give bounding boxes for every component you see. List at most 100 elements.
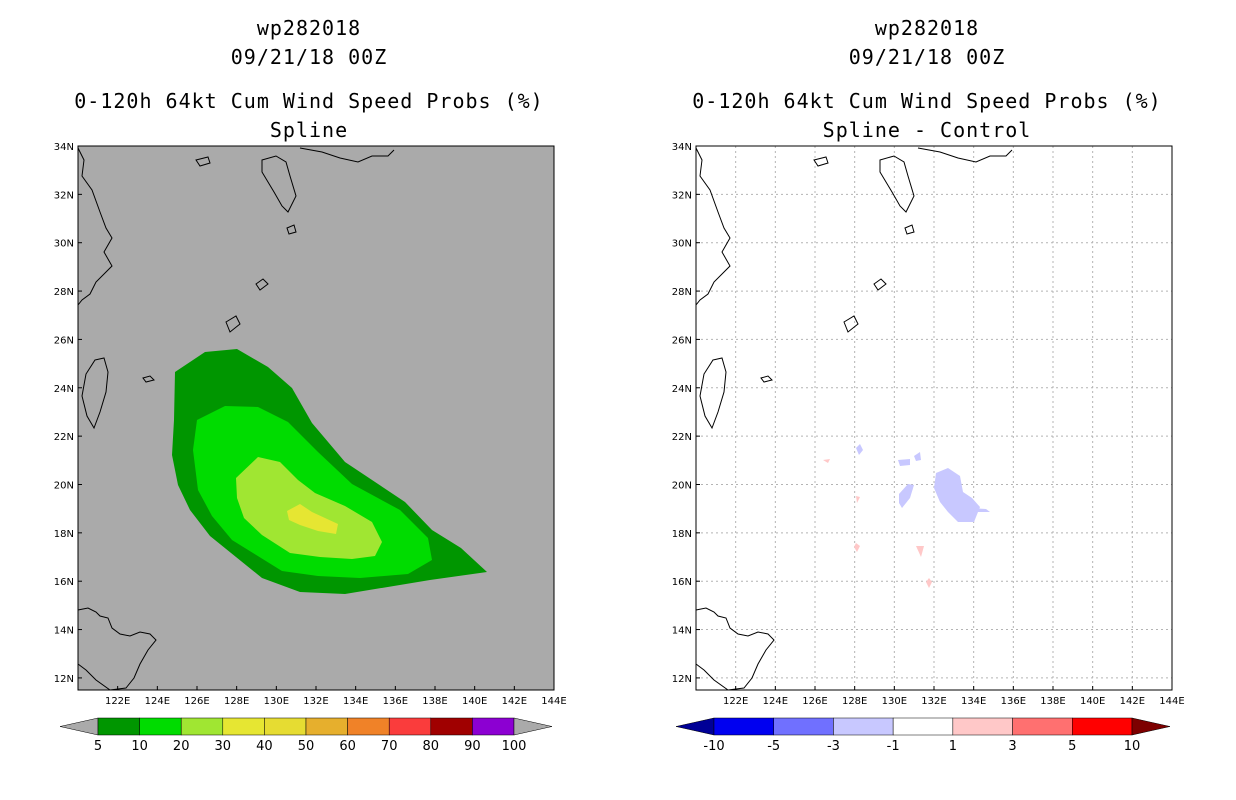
colorbar-swatch (892, 717, 954, 736)
colorbar-label: -1 (887, 739, 900, 754)
colorbar-label: -3 (827, 739, 840, 754)
ryukyu-island (843, 315, 859, 333)
positive-difference-patch (854, 543, 860, 552)
product-title: 0-120h 64kt Cum Wind Speed Probs (%) (74, 89, 544, 113)
lon-tick-label: 140E (1080, 696, 1105, 707)
lat-tick-label: 34N (54, 142, 74, 153)
lat-tick-label: 16N (54, 577, 74, 588)
kyushu-island (261, 155, 297, 213)
colorbar-swatch (305, 717, 348, 736)
colorbar-label: 60 (339, 739, 356, 754)
colorbar-label: 10 (1124, 739, 1141, 754)
colorbar-swatch (952, 717, 1013, 736)
korea-island (813, 156, 829, 167)
colorbar-label: 10 (131, 739, 148, 754)
colorbar-swatch (1012, 717, 1073, 736)
product-title: 0-120h 64kt Cum Wind Speed Probs (%) (692, 89, 1162, 113)
korea-island (195, 156, 211, 167)
lon-tick-label: 134E (343, 696, 368, 707)
right-difference-patches (823, 444, 990, 588)
colorbar-swatch (713, 717, 774, 736)
lat-tick-label: 30N (672, 239, 692, 250)
prob-contour-30 (287, 504, 338, 534)
lat-tick-label: 28N (54, 287, 74, 298)
lon-tick-label: 132E (921, 696, 946, 707)
left-map-background (78, 146, 554, 690)
prob-contour-20 (236, 457, 382, 559)
taiwan-island (81, 357, 109, 430)
lon-tick-label: 130E (882, 696, 907, 707)
colorbar-label: -5 (767, 739, 780, 754)
lat-tick-label: 26N (54, 335, 74, 346)
lon-tick-label: 144E (541, 696, 566, 707)
lat-tick-label: 18N (672, 529, 692, 540)
colorbar-over-arrow (513, 717, 553, 736)
negative-difference-patch (914, 452, 921, 461)
lon-tick-label: 136E (383, 696, 408, 707)
lat-tick-label: 22N (672, 432, 692, 443)
colorbar-label: 80 (423, 739, 440, 754)
positive-difference-patch (856, 496, 860, 503)
lat-tick-label: 14N (54, 626, 74, 637)
lat-tick-label: 28N (672, 287, 692, 298)
right-map-figure: 122E 124E 126E 128E 130E 132E 134E 136E 138E 140E… (672, 142, 1185, 754)
colorbar-label: 3 (1008, 739, 1016, 754)
colorbar-label: 20 (173, 739, 190, 754)
colorbar-swatch (773, 717, 834, 736)
lat-tick-label: 16N (672, 577, 692, 588)
ryukyu-island (225, 315, 241, 333)
kyushu-island (879, 155, 915, 213)
colorbar-label: 5 (1068, 739, 1076, 754)
colorbar-label: 1 (949, 739, 957, 754)
right-gridlines (696, 146, 1172, 690)
lon-tick-label: 144E (1159, 696, 1184, 707)
forecast-time-title: 09/21/18 00Z (848, 45, 1006, 69)
colorbar-swatch (222, 717, 265, 736)
colorbar-swatch (97, 717, 140, 736)
lat-tick-label: 34N (672, 142, 692, 153)
lon-tick-label: 128E (224, 696, 249, 707)
left-map-figure: 122E 124E 126E 128E 130E 132E 134E 136E 138E 140E… (54, 142, 567, 754)
right-map-panel: wp282018 09/21/18 00Z 0-120h 64kt Cum Wi… (618, 0, 1236, 800)
lon-tick-label: 126E (184, 696, 209, 707)
colorbar-label: 70 (381, 739, 398, 754)
lat-tick-label: 12N (672, 674, 692, 685)
positive-difference-patch (926, 578, 932, 588)
storm-id-title: wp282018 (874, 16, 980, 40)
colorbar-label: 100 (502, 739, 527, 754)
colorbar-swatch (1072, 717, 1133, 736)
right-axis-labels: 122E 124E 126E 128E 130E 132E 134E 136E 138E 140E… (672, 142, 1185, 707)
colorbar-swatch (264, 717, 307, 736)
lat-tick-label: 20N (54, 480, 74, 491)
colorbar-label: 5 (94, 739, 102, 754)
lat-tick-label: 26N (672, 335, 692, 346)
taiwan-island (699, 357, 727, 430)
lat-tick-label: 18N (54, 529, 74, 540)
lat-tick-label: 20N (672, 480, 692, 491)
negative-difference-patch (898, 459, 910, 466)
colorbar-over-arrow (1131, 717, 1171, 736)
okinawa-island (255, 278, 269, 291)
lon-tick-label: 140E (462, 696, 487, 707)
lon-tick-label: 138E (422, 696, 447, 707)
lat-tick-label: 32N (672, 190, 692, 201)
colorbar-label: 90 (464, 739, 481, 754)
left-axis-labels: 122E 124E 126E 128E 130E 132E 134E 136E 138E 140E… (54, 142, 567, 707)
lat-tick-label: 12N (54, 674, 74, 685)
left-map-panel: wp282018 09/21/18 00Z 0-120h 64kt Cum Wi… (54, 16, 567, 754)
colorbar-label: -10 (703, 739, 724, 754)
left-coastlines (77, 147, 395, 691)
small-island-a (760, 375, 773, 383)
lat-tick-label: 32N (54, 190, 74, 201)
colorbar-label: 30 (215, 739, 232, 754)
china-coastline (77, 147, 113, 306)
colorbar-under-arrow (675, 717, 715, 736)
colorbar-under-arrow (59, 717, 99, 736)
positive-difference-patch (916, 546, 924, 557)
positive-difference-patch (823, 459, 830, 463)
forecast-time-title: 09/21/18 00Z (230, 45, 388, 69)
lon-tick-label: 136E (1001, 696, 1026, 707)
panel-subtitle: Spline - Control (822, 118, 1032, 142)
storm-id-title: wp282018 (256, 16, 362, 40)
colorbar-swatch (388, 717, 432, 736)
